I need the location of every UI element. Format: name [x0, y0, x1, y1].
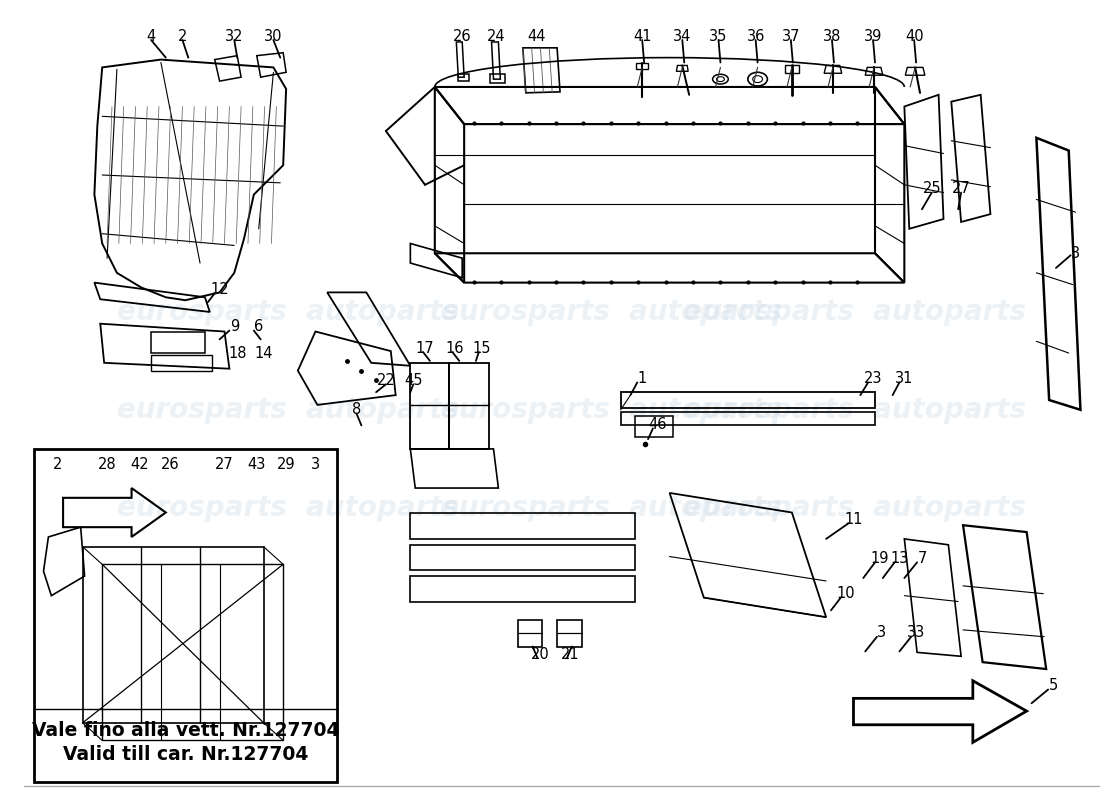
Text: Vale fino alla vett. Nr.127704: Vale fino alla vett. Nr.127704 — [32, 721, 339, 740]
Text: 5: 5 — [1048, 678, 1058, 693]
Text: 19: 19 — [870, 551, 889, 566]
Text: 21: 21 — [561, 647, 579, 662]
Text: eurosparts  autoparts: eurosparts autoparts — [117, 396, 459, 424]
Text: 24: 24 — [487, 29, 506, 43]
Text: 3: 3 — [311, 457, 320, 472]
Text: 32: 32 — [226, 29, 243, 43]
Text: 2: 2 — [178, 29, 187, 43]
Bar — [410, 576, 636, 602]
Text: eurosparts  autoparts: eurosparts autoparts — [117, 494, 459, 522]
Text: 3: 3 — [1071, 246, 1080, 261]
Text: eurosparts  autoparts: eurosparts autoparts — [684, 298, 1026, 326]
Text: 29: 29 — [277, 457, 296, 472]
Text: 25: 25 — [923, 182, 942, 196]
Bar — [151, 355, 212, 370]
Text: eurosparts  autoparts: eurosparts autoparts — [440, 396, 782, 424]
Text: 44: 44 — [527, 29, 546, 43]
Bar — [410, 545, 636, 570]
Bar — [636, 416, 672, 437]
Text: 16: 16 — [446, 341, 463, 356]
Text: eurosparts  autoparts: eurosparts autoparts — [440, 298, 782, 326]
Text: 45: 45 — [404, 373, 422, 388]
Text: 40: 40 — [905, 29, 923, 43]
Text: eurosparts  autoparts: eurosparts autoparts — [117, 298, 459, 326]
Text: 14: 14 — [254, 346, 273, 361]
Text: 35: 35 — [710, 29, 728, 43]
Text: 22: 22 — [376, 373, 395, 388]
Text: 46: 46 — [649, 417, 667, 432]
Text: 4: 4 — [146, 29, 156, 43]
Text: Valid till car. Nr.127704: Valid till car. Nr.127704 — [63, 745, 308, 764]
Text: 33: 33 — [908, 626, 925, 640]
Text: 12: 12 — [210, 282, 229, 297]
Text: 30: 30 — [264, 29, 283, 43]
Text: 2: 2 — [53, 457, 62, 472]
Text: 3: 3 — [878, 626, 887, 640]
Bar — [410, 514, 636, 539]
Text: 27: 27 — [216, 457, 234, 472]
Text: 13: 13 — [890, 551, 909, 566]
Text: 28: 28 — [98, 457, 117, 472]
Text: 38: 38 — [823, 29, 842, 43]
Text: 10: 10 — [836, 586, 855, 601]
Text: 8: 8 — [352, 402, 361, 418]
Text: 20: 20 — [531, 647, 550, 662]
Text: 1: 1 — [638, 371, 647, 386]
Text: eurosparts  autoparts: eurosparts autoparts — [440, 494, 782, 522]
Text: 11: 11 — [844, 512, 862, 527]
Text: 26: 26 — [453, 29, 472, 43]
Text: 27: 27 — [952, 182, 970, 196]
Text: eurosparts  autoparts: eurosparts autoparts — [684, 494, 1026, 522]
Text: 17: 17 — [416, 341, 434, 356]
Text: 7: 7 — [917, 551, 926, 566]
Text: 23: 23 — [864, 371, 882, 386]
Text: 37: 37 — [782, 29, 800, 43]
Bar — [151, 331, 205, 353]
Text: 36: 36 — [747, 29, 764, 43]
Text: 41: 41 — [632, 29, 651, 43]
Text: 31: 31 — [895, 371, 913, 386]
Text: 34: 34 — [673, 29, 692, 43]
Text: 15: 15 — [473, 341, 491, 356]
Bar — [34, 449, 337, 782]
Text: 26: 26 — [162, 457, 180, 472]
Text: 9: 9 — [230, 319, 239, 334]
Text: 43: 43 — [248, 457, 266, 472]
Text: 42: 42 — [130, 457, 148, 472]
Text: 18: 18 — [228, 346, 246, 361]
Text: 6: 6 — [254, 319, 263, 334]
Text: eurosparts  autoparts: eurosparts autoparts — [684, 396, 1026, 424]
Text: 39: 39 — [864, 29, 882, 43]
